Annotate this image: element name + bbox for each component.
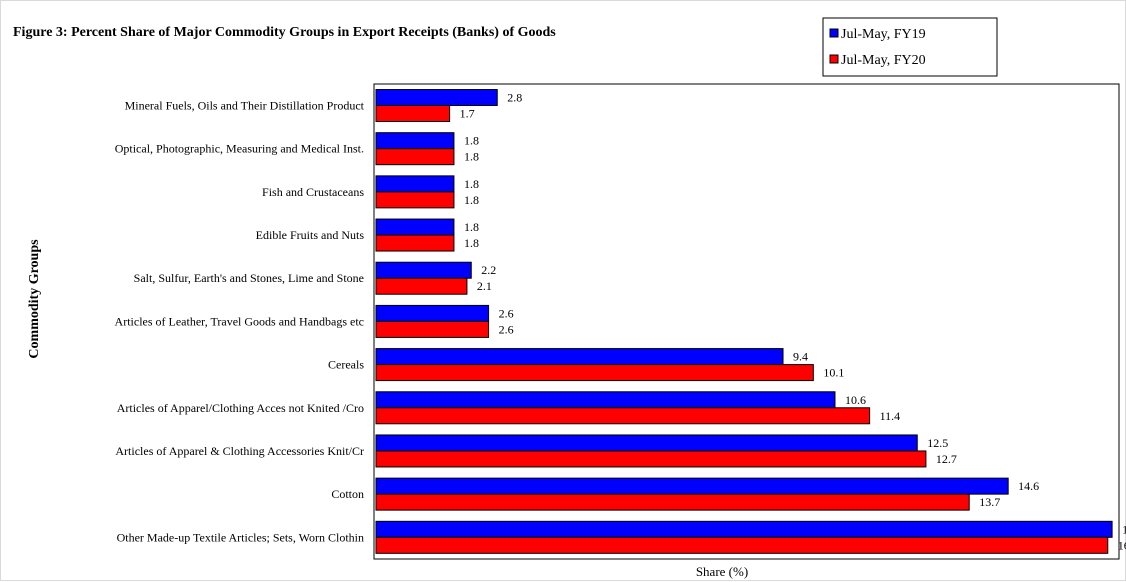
value-label-fy19: 1.8 [464, 134, 479, 148]
value-label-fy20: 11.4 [880, 409, 901, 423]
category-label: Salt, Sulfur, Earth's and Stones, Lime a… [134, 271, 364, 285]
bar-fy20 [375, 493, 970, 511]
value-label-fy20: 2.6 [499, 322, 514, 336]
value-label-fy19: 2.6 [499, 306, 514, 320]
bar-fy19 [375, 348, 784, 366]
category-label: Other Made-up Textile Articles; Sets, Wo… [117, 530, 364, 544]
bar-fy19 [375, 477, 1009, 495]
bar-fy20 [375, 320, 490, 338]
bar-fy19 [375, 89, 498, 106]
bar-fy20 [375, 105, 451, 122]
value-label-fy19: 14.6 [1018, 479, 1039, 493]
bar-fy19 [375, 132, 455, 150]
category-label: Cotton [331, 487, 364, 501]
bar-fy19 [375, 218, 455, 236]
value-label-fy19: 1.8 [464, 220, 479, 234]
value-label-fy20: 16.9 [1118, 538, 1126, 552]
category-label: Articles of Apparel/Clothing Acces not K… [117, 401, 364, 415]
value-label-fy19: 1.8 [464, 177, 479, 191]
value-label-fy20: 1.8 [464, 193, 479, 207]
legend-label-fy20: Jul-May, FY20 [841, 53, 926, 68]
bar-fy19 [375, 261, 472, 279]
value-label-fy19: 17.0 [1122, 522, 1126, 536]
bar-fy19 [375, 391, 836, 409]
legend: Jul-May, FY19 Jul-May, FY20 [822, 17, 998, 77]
value-label-fy19: 12.5 [927, 436, 948, 450]
category-label: Articles of Leather, Travel Goods and Ha… [115, 314, 364, 328]
bar-fy20 [375, 407, 871, 425]
bars-layer [375, 89, 1113, 554]
category-label: Cereals [328, 358, 364, 372]
bar-fy20 [375, 191, 455, 209]
bar-fy20 [375, 148, 455, 166]
chart-title: Figure 3: Percent Share of Major Commodi… [13, 25, 556, 40]
category-label: Fish and Crustaceans [262, 185, 364, 199]
bar-fy20 [375, 277, 468, 295]
value-label-fy20: 1.7 [460, 107, 475, 121]
legend-swatch-fy20 [829, 54, 839, 64]
value-label-fy19: 9.4 [793, 350, 808, 364]
value-label-fy20: 1.8 [464, 150, 479, 164]
legend-swatch-fy19 [829, 28, 839, 38]
bar-fy20 [375, 450, 927, 468]
bar-fy19 [375, 434, 918, 452]
value-label-fy20: 1.8 [464, 236, 479, 250]
bar-fy20 [375, 364, 814, 382]
bar-fy20 [375, 536, 1109, 554]
category-label: Mineral Fuels, Oils and Their Distillati… [125, 99, 365, 113]
value-label-fy19: 2.2 [481, 263, 496, 277]
legend-box [822, 17, 998, 77]
bar-fy19 [375, 304, 490, 322]
value-label-fy19: 10.6 [845, 393, 866, 407]
bar-fy20 [375, 234, 455, 252]
bar-fy19 [375, 520, 1113, 538]
category-label: Articles of Apparel & Clothing Accessori… [115, 444, 364, 458]
x-axis-title: Share (%) [696, 564, 748, 579]
y-axis-title: Commodity Groups [27, 239, 42, 359]
category-label: Edible Fruits and Nuts [256, 228, 365, 242]
value-label-fy20: 10.1 [823, 366, 844, 380]
value-label-fy20: 13.7 [979, 495, 1000, 509]
value-label-fy20: 2.1 [477, 279, 492, 293]
category-labels-layer: Mineral Fuels, Oils and Their Distillati… [115, 99, 365, 545]
bar-fy19 [375, 175, 455, 193]
legend-label-fy19: Jul-May, FY19 [841, 27, 926, 42]
value-labels-layer: 2.81.71.81.81.81.81.81.82.22.12.62.69.41… [460, 91, 1126, 553]
value-label-fy20: 12.7 [936, 452, 957, 466]
value-label-fy19: 2.8 [507, 91, 522, 105]
category-label: Optical, Photographic, Measuring and Med… [115, 142, 364, 156]
